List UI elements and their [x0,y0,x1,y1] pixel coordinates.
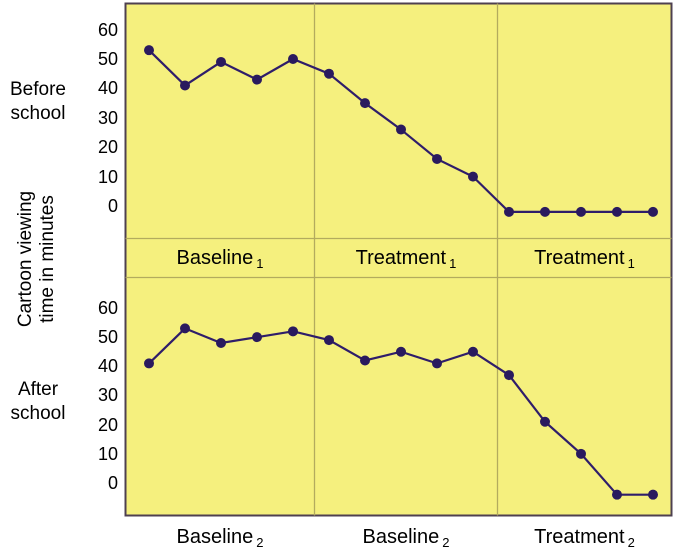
phase-label-text: Treatment [534,247,625,269]
panel-label-before-line2: school [10,103,66,124]
y-tick-label: 60 [97,19,118,40]
data-point [576,448,586,459]
phase-label-subscript: 2 [627,535,635,550]
phase-label: Baseline 2 [316,525,496,550]
data-point [648,489,658,500]
phase-label-subscript: 1 [256,256,264,271]
phase-label-text: Baseline [362,526,440,548]
data-point [612,206,622,217]
phase-label-text: Treatment [534,526,625,548]
phase-label-text: Baseline [176,247,254,269]
y-tick-label: 30 [97,107,118,128]
data-point [216,337,226,348]
data-point [396,124,406,135]
data-point [360,355,370,366]
data-point [432,153,442,164]
y-axis-title-line2: time in minutes [37,195,58,323]
data-point [180,80,190,91]
y-tick-label: 10 [97,166,118,187]
data-point [324,68,334,79]
data-point [648,206,658,217]
panel-label-after-line2: school [10,403,66,424]
data-point [468,346,478,357]
data-point [576,206,586,217]
panel-label-before-school: Before school [0,78,76,126]
panel-label-after-line1: After [17,379,59,400]
data-point [468,171,478,182]
data-point [288,54,298,64]
phase-label-text: Baseline [176,526,254,548]
data-point [360,98,370,109]
phase-label: Baseline 1 [130,246,310,271]
data-point [252,74,262,85]
data-point [180,323,190,334]
y-tick-label: 40 [97,78,118,99]
phase-label-subscript: 2 [442,535,450,550]
y-tick-label: 50 [97,49,118,69]
y-tick-label: 40 [97,356,118,377]
data-point [216,56,226,67]
y-tick-label: 0 [107,196,118,216]
phase-label-text: Treatment [355,247,447,269]
data-point [144,45,154,56]
data-point [540,206,550,217]
data-point [396,346,406,357]
y-tick-label: 30 [97,385,118,406]
y-tick-label: 20 [97,137,118,158]
phase-label: Treatment 1 [495,246,675,271]
y-axis-title: Cartoon viewing time in minutes [15,109,59,409]
y-axis-title-line1: Cartoon viewing [15,190,36,328]
phase-label: Baseline 2 [130,525,310,550]
data-point [144,358,154,369]
plot-background [124,2,673,517]
y-tick-label: 10 [97,443,118,464]
y-tick-label: 50 [97,327,118,348]
data-point [540,416,550,427]
y-tick-label: 0 [107,473,118,493]
phase-label: Treatment 2 [495,525,675,550]
data-point [504,206,514,217]
y-tick-label: 20 [97,414,118,435]
data-point [252,332,262,343]
phase-label-subscript: 2 [256,535,264,550]
phase-label: Treatment 1 [316,246,496,271]
data-point [432,358,442,369]
y-tick-label: 60 [97,297,118,318]
data-point [324,335,334,346]
data-point [288,326,298,337]
panel-label-after-school: After school [0,378,76,426]
phase-label-subscript: 1 [449,256,457,271]
data-point [612,489,622,500]
panel-label-before-line1: Before [10,79,66,100]
phase-label-subscript: 1 [627,256,635,271]
data-point [504,370,514,381]
